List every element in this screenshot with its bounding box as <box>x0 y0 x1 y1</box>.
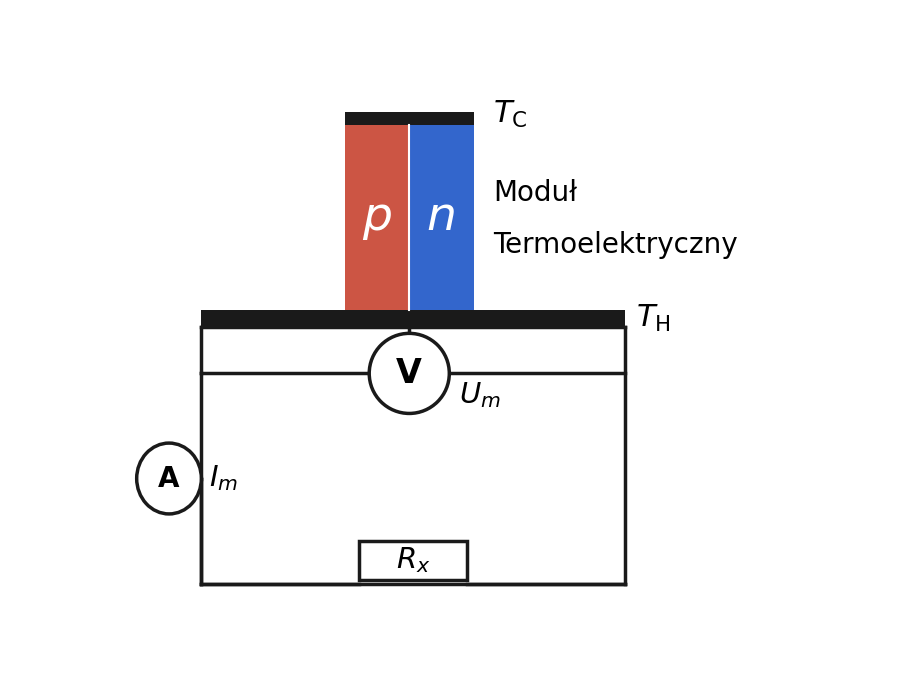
Bar <box>409 125 474 310</box>
Text: $I_m$: $I_m$ <box>209 463 238 493</box>
Text: V: V <box>396 357 422 390</box>
Bar <box>360 541 467 579</box>
Text: $T_\mathrm{H}$: $T_\mathrm{H}$ <box>637 303 671 334</box>
Text: $R_x$: $R_x$ <box>396 546 430 575</box>
Bar <box>345 112 474 125</box>
Text: n: n <box>426 195 457 240</box>
Text: A: A <box>158 465 179 493</box>
Circle shape <box>370 333 449 413</box>
Text: Termoelektryczny: Termoelektryczny <box>493 231 737 259</box>
Text: $T_\mathrm{C}$: $T_\mathrm{C}$ <box>493 99 528 130</box>
Text: p: p <box>362 195 392 240</box>
Text: $U_m$: $U_m$ <box>458 380 501 410</box>
Bar <box>201 310 625 327</box>
Ellipse shape <box>136 443 201 514</box>
Bar <box>345 125 409 310</box>
Text: Moduł: Moduł <box>493 179 577 207</box>
